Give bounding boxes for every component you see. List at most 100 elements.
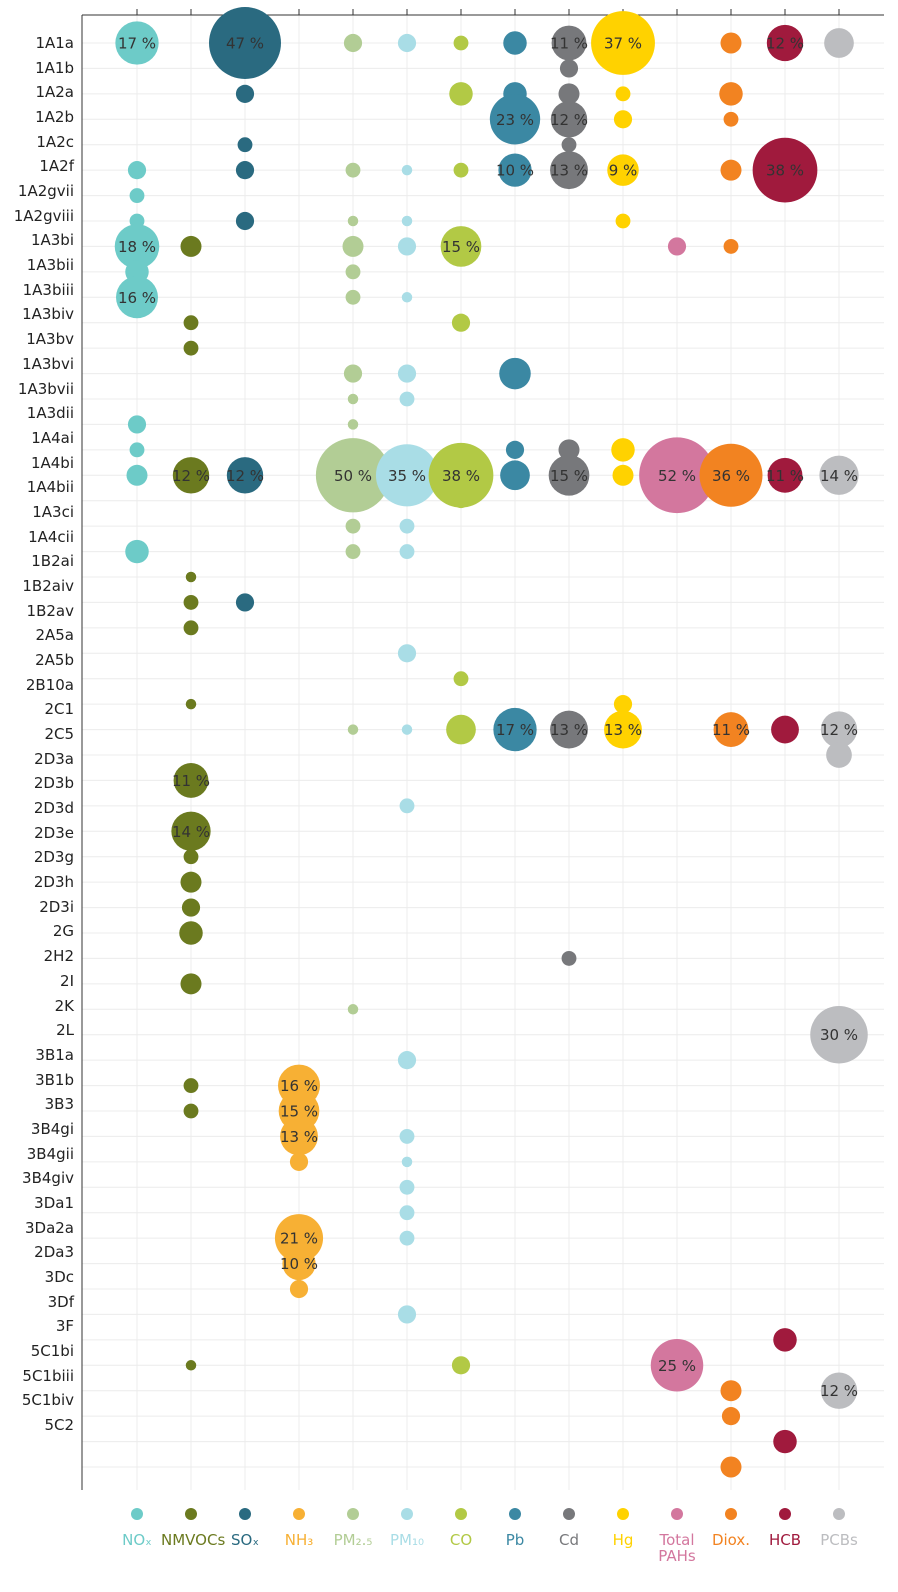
y-tick-label: 2D3d [33, 799, 74, 818]
bubble [826, 742, 852, 768]
bubble [181, 898, 201, 917]
y-tick-label: 1A1a [35, 34, 74, 52]
bubble [820, 1372, 858, 1409]
bubble [720, 159, 742, 181]
data-label: 30 % [820, 1026, 858, 1044]
y-tick-label: 1A2b [35, 108, 74, 127]
bubble [771, 715, 799, 744]
bubble [613, 695, 633, 714]
bubble [183, 1078, 199, 1093]
bubble [613, 110, 633, 129]
bubble [397, 364, 417, 383]
y-tick-label: 5C1biii [22, 1366, 74, 1385]
bubble [235, 593, 255, 612]
bubble [723, 111, 739, 127]
data-label: 12 % [550, 111, 588, 129]
legend-label: NH₃ [284, 1531, 314, 1549]
data-label: 13 % [280, 1128, 318, 1146]
bubble [561, 951, 577, 966]
bubble [180, 973, 202, 995]
y-tick-label: 2K [54, 996, 74, 1015]
bubble [489, 94, 541, 145]
bubble [650, 1339, 704, 1392]
bubble [752, 137, 818, 203]
bubble [397, 33, 417, 53]
data-label: 12 % [820, 1382, 858, 1400]
y-tick-label: 2A5b [35, 651, 74, 669]
data-label: 16 % [280, 1077, 318, 1095]
bubble [126, 464, 148, 486]
bubble [183, 1103, 199, 1119]
bubble [401, 215, 413, 227]
bubble [129, 188, 145, 203]
data-label: 14 % [820, 467, 858, 485]
bubble [773, 1429, 797, 1454]
legend-label: PM₂.₅ [333, 1531, 373, 1549]
bubble [713, 712, 749, 747]
bubble [550, 101, 588, 138]
bubble [116, 276, 158, 319]
y-tick-label: 2G [52, 922, 74, 941]
y-tick-label: 1A2a [35, 83, 74, 102]
y-tick-label: 2B10a [25, 675, 74, 694]
bubble [824, 28, 854, 58]
y-tick-label: 1A3ci [32, 502, 74, 521]
data-label: 21 % [280, 1230, 318, 1248]
bubble [183, 849, 199, 865]
y-tick-label: 3Da2a [24, 1218, 74, 1237]
y-tick-label: 3Dc [44, 1268, 74, 1286]
data-label: 10 % [496, 162, 534, 180]
bubble [604, 710, 642, 749]
bubble [347, 724, 359, 735]
bubble [397, 1051, 417, 1070]
bubble [446, 714, 476, 745]
legend-marker [131, 1508, 143, 1520]
bubble [453, 671, 469, 687]
bubble [179, 921, 203, 945]
bubble [615, 86, 631, 102]
bubble [723, 239, 739, 254]
bubble [551, 25, 587, 61]
bubble [115, 21, 159, 65]
bubble [720, 1456, 742, 1478]
legend-label: Diox. [711, 1531, 751, 1549]
bubble [347, 393, 359, 405]
data-label: 37 % [604, 35, 642, 53]
data-label: 13 % [550, 162, 588, 180]
y-tick-label: 2I [60, 971, 74, 990]
bubble [345, 289, 361, 305]
legend-marker [671, 1508, 683, 1520]
bubble [428, 442, 494, 508]
y-tick-label: 1A3dii [26, 404, 74, 423]
bubble [505, 440, 525, 459]
bubble [493, 707, 537, 752]
bubble [345, 518, 361, 534]
data-label: 38 % [766, 162, 804, 180]
bubble [235, 161, 255, 180]
y-tick-label: 1B2ai [31, 552, 74, 571]
bubble [399, 1129, 415, 1144]
bubble [399, 1205, 415, 1221]
bubble [500, 460, 530, 491]
y-tick-label: 3F [55, 1317, 74, 1336]
legend-marker [185, 1508, 197, 1520]
bubble [315, 438, 391, 513]
bubble [611, 438, 635, 462]
y-tick-label: 2D3h [33, 873, 74, 892]
bubble [226, 457, 264, 494]
bubble [607, 154, 639, 186]
bubble [639, 437, 715, 514]
bubble [173, 763, 209, 798]
y-tick-label: 1A2gviii [13, 206, 74, 225]
data-label: 17 % [118, 35, 156, 53]
bubble [125, 539, 149, 564]
bubble [612, 464, 634, 486]
data-label: 15 % [280, 1103, 318, 1121]
data-label: 10 % [280, 1255, 318, 1273]
y-tick-label: 3Da1 [34, 1193, 74, 1212]
y-tick-label: 1A4bii [26, 478, 74, 497]
data-label: 9 % [609, 162, 638, 180]
legend-marker [617, 1508, 629, 1520]
bubble [399, 544, 415, 559]
